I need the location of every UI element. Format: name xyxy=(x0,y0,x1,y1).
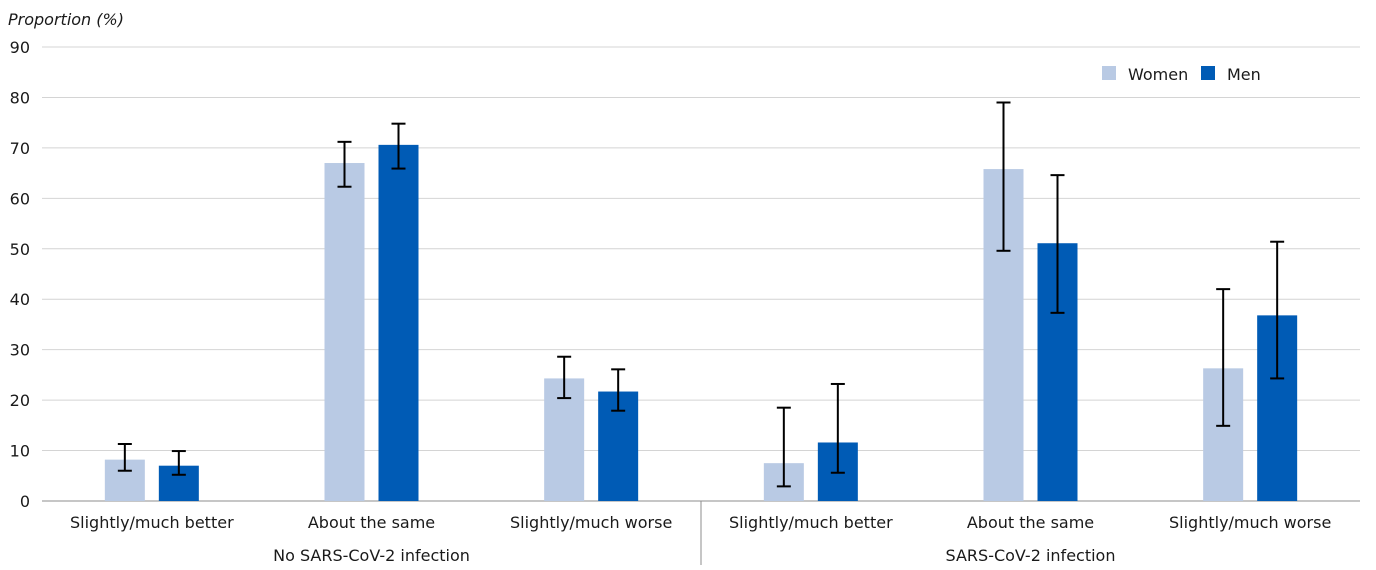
y-tick-label: 10 xyxy=(10,442,30,461)
x-group-label: No SARS-CoV-2 infection xyxy=(273,546,470,565)
error-bars xyxy=(117,101,1285,488)
legend-swatch-women xyxy=(1102,66,1116,80)
x-category-label: Slightly/much worse xyxy=(510,513,672,532)
bar-men xyxy=(378,144,419,501)
y-tick-label: 50 xyxy=(10,240,30,259)
bar-women xyxy=(324,163,365,501)
y-tick-label: 90 xyxy=(10,38,30,57)
y-tick-label: 70 xyxy=(10,139,30,158)
bars xyxy=(104,144,1298,501)
x-category-label: Slightly/much worse xyxy=(1169,513,1331,532)
x-category-label: About the same xyxy=(967,513,1094,532)
x-category-label: About the same xyxy=(308,513,435,532)
labels: Proportion (%) 0 10 20 30 40 50 60 70 80 90 Slight… xyxy=(8,10,1331,565)
y-tick-label: 30 xyxy=(10,341,30,360)
x-category-label: Slightly/much better xyxy=(70,513,234,532)
y-tick-label: 20 xyxy=(10,391,30,410)
legend-label-women: Women xyxy=(1128,65,1188,84)
legend-swatch-men xyxy=(1201,66,1215,80)
grid xyxy=(42,46,1360,452)
legend-label-men: Men xyxy=(1227,65,1261,84)
x-category-label: Slightly/much better xyxy=(729,513,893,532)
y-tick-label: 80 xyxy=(10,88,30,107)
x-group-label: SARS-CoV-2 infection xyxy=(946,546,1116,565)
legend: Women Men xyxy=(1102,65,1261,84)
y-tick-label: 40 xyxy=(10,290,30,309)
y-axis-label: Proportion (%) xyxy=(8,10,124,29)
axes xyxy=(42,500,1360,565)
y-tick-label: 60 xyxy=(10,189,30,208)
y-tick-label: 0 xyxy=(20,492,30,511)
